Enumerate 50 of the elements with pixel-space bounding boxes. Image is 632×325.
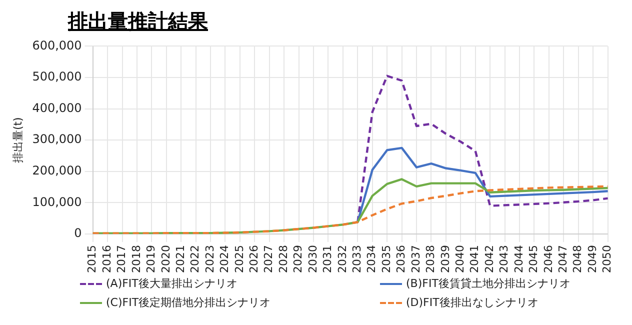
x-tick-label: 2029 [292, 245, 305, 274]
x-tick-label: 2025 [232, 245, 246, 274]
x-tick-label: 2018 [130, 245, 143, 274]
y-tick-label: 0 [74, 226, 82, 240]
x-tick-label: 2044 [512, 245, 526, 274]
x-tick-label: 2026 [248, 245, 261, 274]
x-tick-label: 2036 [394, 245, 408, 274]
x-tick-label: 2022 [188, 245, 202, 274]
y-tick-label: 500,000 [32, 70, 82, 84]
y-tick-label: 200,000 [32, 164, 82, 178]
x-tick-label: 2034 [365, 245, 378, 274]
x-tick-label: 2016 [100, 245, 114, 274]
line-series [356, 74, 609, 224]
x-tick-label: 2024 [218, 245, 232, 274]
x-tick-label: 2041 [468, 245, 482, 274]
legend-label: (D)FIT後排出なしシナリオ [406, 295, 538, 310]
x-tick-label: 2020 [159, 245, 172, 274]
x-tick-label: 2030 [306, 245, 320, 274]
x-tick-label: 2042 [482, 245, 496, 274]
x-tick-label: 2028 [276, 245, 290, 274]
x-tick-label: 2019 [144, 245, 158, 274]
x-tick-label: 2035 [380, 245, 393, 274]
x-tick-label: 2021 [174, 245, 187, 274]
x-tick-label: 2027 [262, 245, 276, 274]
y-axis-title: 排出量(t) [11, 117, 24, 164]
x-tick-label: 2040 [454, 245, 467, 274]
x-tick-label: 2049 [586, 245, 599, 274]
x-tick-label: 2048 [571, 245, 584, 274]
legend-label: (B)FIT後賃貸土地分排出シナリオ [406, 276, 570, 291]
x-tick-label: 2039 [438, 245, 452, 274]
x-tick-label: 2023 [203, 245, 216, 274]
chart-title: 排出量推計結果 [68, 8, 209, 35]
y-tick-label: 100,000 [32, 194, 82, 209]
legend-label: (C)FIT後定期借地分排出シナリオ [106, 295, 271, 310]
x-tick-label: 2031 [321, 245, 334, 274]
x-tick-label: 2037 [409, 245, 422, 274]
x-tick-label: 2050 [600, 245, 614, 274]
x-tick-label: 2032 [336, 245, 349, 274]
x-tick-label: 2046 [542, 245, 555, 274]
x-tick-label: 2045 [527, 245, 540, 274]
x-tick-label: 2017 [115, 245, 128, 274]
x-tick-label: 2038 [424, 245, 438, 274]
x-tick-label: 2047 [556, 245, 570, 274]
x-tick-label: 2015 [86, 245, 99, 274]
legend-label: (A)FIT後大量排出シナリオ [106, 276, 238, 291]
y-tick-label: 300,000 [32, 132, 82, 146]
y-tick-label: 400,000 [32, 100, 82, 115]
x-tick-label: 2033 [350, 245, 364, 274]
y-tick-label: 600,000 [32, 38, 82, 52]
x-tick-label: 2043 [498, 245, 511, 274]
